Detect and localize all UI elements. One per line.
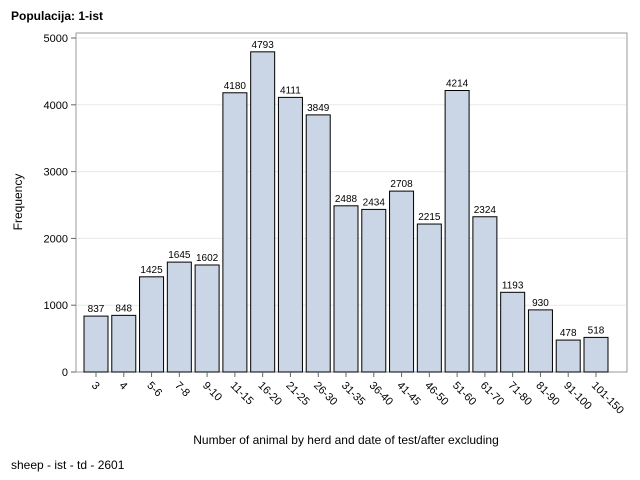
- x-tick-label: 26-30: [311, 380, 339, 408]
- data-label: 1602: [196, 253, 219, 264]
- bar-9-10: [194, 264, 220, 373]
- x-tick-label: 16-20: [256, 380, 284, 408]
- bar-4: [111, 314, 137, 373]
- footnote: sheep - ist - td - 2601: [11, 458, 125, 472]
- data-label: 2708: [390, 179, 413, 190]
- data-label: 2215: [418, 212, 441, 223]
- data-label: 930: [532, 298, 549, 309]
- x-tick-label: 5-6: [144, 380, 164, 400]
- x-tick-label: 11-15: [228, 380, 256, 408]
- bar-5-6: [139, 276, 165, 373]
- data-label: 518: [588, 325, 605, 336]
- bar-81-90: [527, 309, 553, 373]
- data-label: 2324: [474, 205, 497, 216]
- x-tick-label: 3: [89, 380, 102, 393]
- data-label: 1645: [168, 250, 191, 261]
- y-axis-label: Frequency: [11, 174, 25, 231]
- data-label: 2488: [335, 194, 358, 205]
- bar-3: [83, 315, 109, 373]
- bar-11-15: [222, 92, 248, 373]
- x-tick-label: 81-90: [533, 380, 561, 408]
- bar-91-100: [555, 339, 581, 373]
- data-label: 3849: [307, 103, 330, 114]
- x-tick-label: 31-35: [339, 380, 367, 408]
- data-label: 837: [88, 304, 105, 315]
- bar-7-8: [166, 261, 192, 373]
- y-tick-label: 0: [62, 367, 68, 379]
- bar-26-30: [305, 114, 331, 373]
- bar-41-45: [389, 190, 415, 373]
- data-label: 2434: [363, 197, 386, 208]
- bar-51-60: [444, 90, 470, 373]
- x-tick-label: 41-45: [394, 380, 422, 408]
- y-tick-label: 3000: [44, 167, 68, 179]
- x-tick-label: 7-8: [172, 380, 192, 400]
- bar-61-70: [472, 216, 498, 373]
- bar-101-150: [583, 336, 609, 373]
- y-tick-label: 5000: [44, 33, 68, 45]
- y-tick-label: 2000: [44, 233, 68, 245]
- x-tick-label: 46-50: [422, 380, 450, 408]
- bar-16-20: [250, 51, 276, 373]
- x-axis-label: Number of animal by herd and date of tes…: [193, 433, 499, 447]
- x-tick-label: 36-40: [367, 380, 395, 408]
- bar-31-35: [333, 205, 359, 373]
- data-label: 4793: [252, 40, 275, 51]
- x-tick-label: 101-150: [589, 380, 626, 417]
- data-label: 848: [115, 303, 132, 314]
- bar-46-50: [416, 223, 442, 373]
- bar-71-80: [500, 291, 526, 373]
- x-tick-label: 71-80: [506, 380, 534, 408]
- x-tick-label: 51-60: [450, 380, 478, 408]
- x-tick-label: 4: [117, 380, 130, 393]
- y-tick-label: 1000: [44, 300, 68, 312]
- data-label: 1193: [502, 280, 524, 291]
- bar-21-25: [277, 96, 303, 373]
- bar-36-40: [361, 208, 387, 373]
- data-label: 4180: [224, 81, 247, 92]
- data-label: 4214: [446, 79, 469, 90]
- data-label: 4111: [280, 85, 301, 96]
- data-label: 1425: [140, 265, 163, 276]
- y-tick-label: 4000: [44, 100, 68, 112]
- x-tick-label: 61-70: [478, 380, 506, 408]
- x-tick-label: 9-10: [200, 380, 224, 404]
- chart-title: Populacija: 1-ist: [11, 9, 103, 23]
- x-tick-label: 21-25: [283, 380, 311, 408]
- x-tick-label: 91-100: [561, 380, 594, 413]
- data-label: 478: [560, 328, 577, 339]
